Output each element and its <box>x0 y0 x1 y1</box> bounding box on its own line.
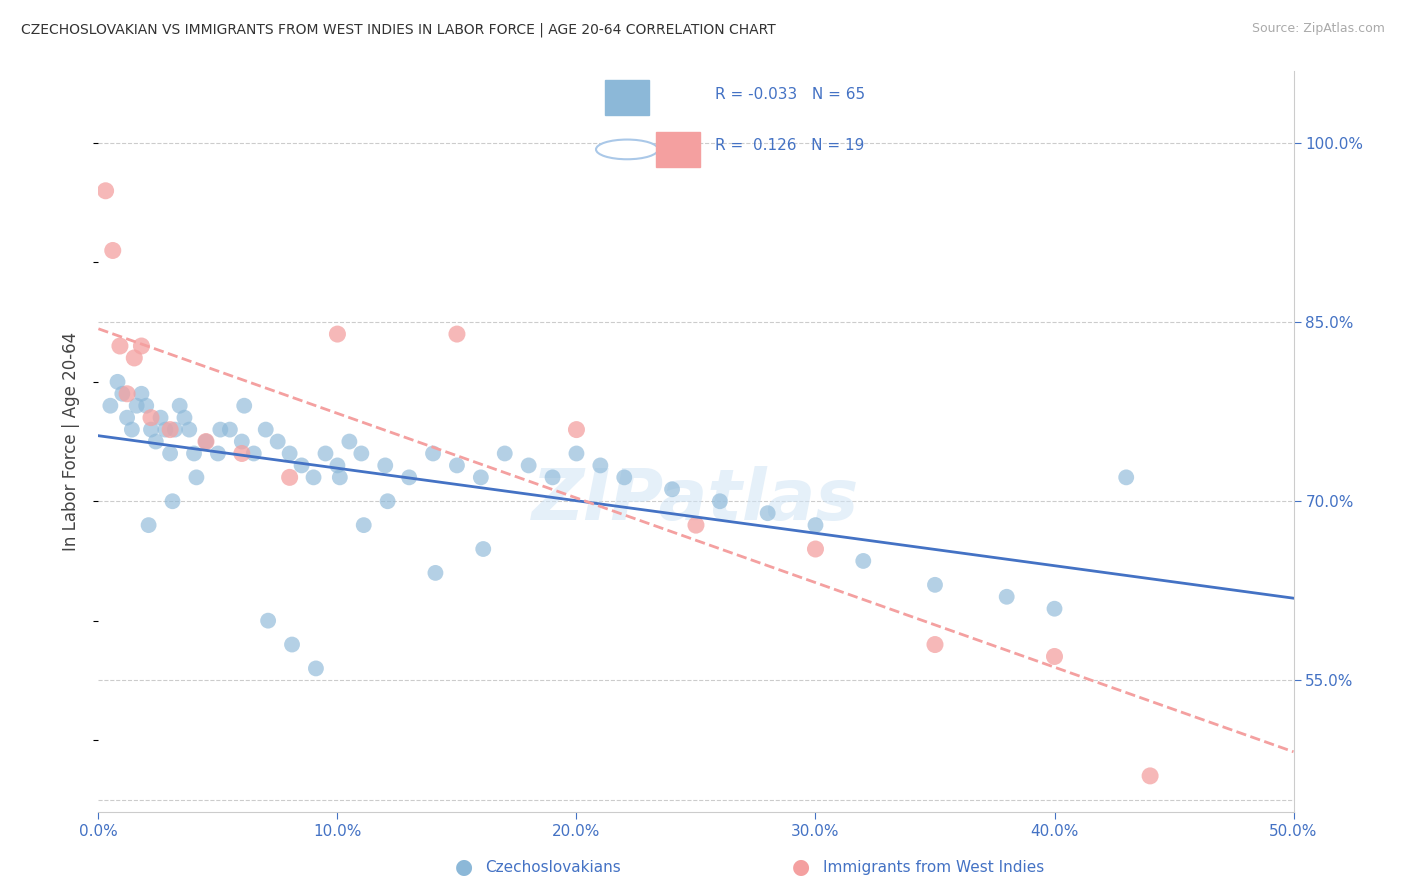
Point <box>541 470 564 484</box>
Point <box>377 494 399 508</box>
Point <box>183 446 205 460</box>
Point <box>207 446 229 460</box>
Point <box>1043 601 1066 615</box>
Point <box>111 386 134 401</box>
Point <box>278 446 301 460</box>
Point <box>804 518 827 533</box>
Point <box>291 458 314 473</box>
Point <box>470 470 492 484</box>
Point <box>139 423 162 437</box>
Point <box>267 434 290 449</box>
Point <box>98 399 122 413</box>
Point <box>756 506 779 520</box>
Point <box>149 410 172 425</box>
Point <box>257 614 280 628</box>
Point <box>494 446 516 460</box>
Point <box>121 423 143 437</box>
Point <box>108 339 131 353</box>
Point <box>155 423 177 437</box>
Point <box>169 399 191 413</box>
Text: Czechoslovakians: Czechoslovakians <box>485 860 621 874</box>
Point <box>472 541 495 556</box>
Point <box>159 423 181 437</box>
Point <box>804 541 827 556</box>
Text: ●: ● <box>456 857 472 877</box>
Point <box>131 386 153 401</box>
Point <box>613 470 636 484</box>
Point <box>101 244 124 258</box>
Point <box>422 446 444 460</box>
Point <box>350 446 373 460</box>
Point <box>231 446 253 460</box>
Point <box>661 483 683 497</box>
Point <box>326 458 349 473</box>
Point <box>446 458 468 473</box>
Point <box>425 566 447 580</box>
Point <box>115 386 138 401</box>
Text: Immigrants from West Indies: Immigrants from West Indies <box>823 860 1043 874</box>
Point <box>315 446 337 460</box>
Point <box>138 518 160 533</box>
Point <box>145 434 167 449</box>
Point <box>173 410 195 425</box>
Point <box>305 661 328 675</box>
Point <box>163 423 186 437</box>
Point <box>209 423 232 437</box>
Point <box>374 458 396 473</box>
Text: R =  0.126   N = 19: R = 0.126 N = 19 <box>714 138 865 153</box>
Point <box>924 578 946 592</box>
Point <box>159 446 181 460</box>
Bar <box>657 132 700 167</box>
Point <box>353 518 375 533</box>
Point <box>924 638 946 652</box>
Point <box>231 434 253 449</box>
Point <box>339 434 361 449</box>
Point <box>1115 470 1137 484</box>
Point <box>131 339 153 353</box>
Point <box>995 590 1018 604</box>
Point <box>329 470 352 484</box>
Point <box>1139 769 1161 783</box>
Point <box>195 434 218 449</box>
Bar <box>605 79 650 114</box>
Point <box>852 554 875 568</box>
Text: ●: ● <box>793 857 810 877</box>
Point <box>398 470 420 484</box>
Point <box>685 518 707 533</box>
Text: R = -0.033   N = 65: R = -0.033 N = 65 <box>714 87 865 103</box>
Point <box>446 327 468 342</box>
Point <box>278 470 301 484</box>
Point <box>709 494 731 508</box>
Point <box>281 638 304 652</box>
Point <box>179 423 201 437</box>
Point <box>135 399 157 413</box>
Point <box>233 399 256 413</box>
Circle shape <box>596 139 658 160</box>
Point <box>589 458 612 473</box>
Point <box>186 470 208 484</box>
Point <box>254 423 277 437</box>
Point <box>1043 649 1066 664</box>
Text: ZIPatlas: ZIPatlas <box>533 467 859 535</box>
Point <box>139 410 162 425</box>
Point <box>195 434 218 449</box>
Point <box>565 446 588 460</box>
Point <box>124 351 146 365</box>
Point <box>115 410 138 425</box>
Text: CZECHOSLOVAKIAN VS IMMIGRANTS FROM WEST INDIES IN LABOR FORCE | AGE 20-64 CORREL: CZECHOSLOVAKIAN VS IMMIGRANTS FROM WEST … <box>21 22 776 37</box>
Text: Source: ZipAtlas.com: Source: ZipAtlas.com <box>1251 22 1385 36</box>
Point <box>243 446 266 460</box>
Point <box>107 375 129 389</box>
Point <box>125 399 148 413</box>
Point <box>162 494 184 508</box>
Point <box>565 423 588 437</box>
Y-axis label: In Labor Force | Age 20-64: In Labor Force | Age 20-64 <box>62 332 80 551</box>
Point <box>517 458 540 473</box>
Point <box>302 470 325 484</box>
Point <box>94 184 117 198</box>
Point <box>326 327 349 342</box>
Point <box>219 423 242 437</box>
